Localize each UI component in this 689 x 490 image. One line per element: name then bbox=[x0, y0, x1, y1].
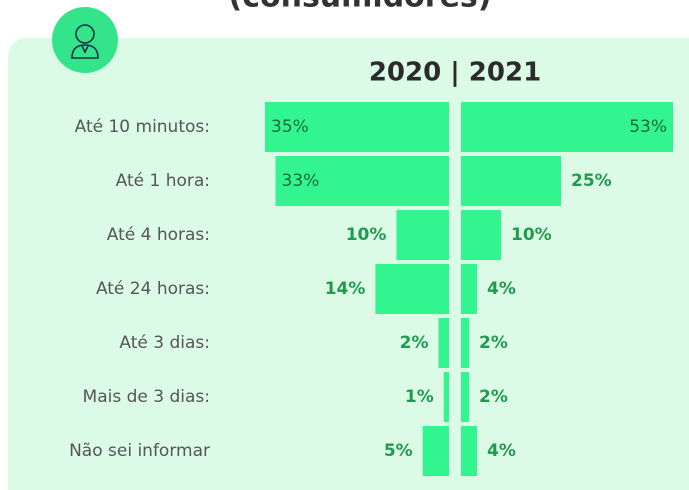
value-label: 4% bbox=[487, 279, 516, 299]
category-label: Até 1 hora: bbox=[116, 171, 210, 191]
bar bbox=[443, 372, 449, 422]
value-label: 25% bbox=[571, 171, 612, 191]
category-label: Até 24 horas: bbox=[96, 279, 210, 299]
value-label: 2% bbox=[479, 333, 508, 353]
bar bbox=[461, 372, 469, 422]
category-label: Até 4 horas: bbox=[107, 225, 210, 245]
bar bbox=[461, 318, 469, 368]
value-label: 33% bbox=[282, 171, 320, 191]
heading: (consumidores) bbox=[228, 0, 491, 15]
bar bbox=[461, 426, 477, 476]
bar bbox=[275, 156, 449, 206]
value-label: 35% bbox=[271, 117, 309, 137]
bar bbox=[461, 264, 477, 314]
bar bbox=[375, 264, 449, 314]
bar bbox=[265, 102, 449, 152]
icon-circle bbox=[52, 7, 118, 73]
value-label: 5% bbox=[384, 441, 413, 461]
value-label: 53% bbox=[629, 117, 667, 137]
bar bbox=[461, 156, 561, 206]
bar bbox=[422, 426, 449, 476]
value-label: 10% bbox=[346, 225, 387, 245]
user-icon bbox=[71, 24, 99, 59]
category-label: Não sei informar bbox=[69, 441, 210, 461]
bar bbox=[438, 318, 449, 368]
bar bbox=[461, 102, 673, 152]
category-label: Mais de 3 dias: bbox=[83, 387, 210, 407]
bar bbox=[461, 210, 501, 260]
value-label: 1% bbox=[405, 387, 434, 407]
chart-title: 2020 | 2021 bbox=[369, 58, 541, 88]
value-label: 10% bbox=[511, 225, 552, 245]
category-label: Até 10 minutos: bbox=[75, 117, 210, 137]
value-label: 2% bbox=[400, 333, 429, 353]
value-label: 4% bbox=[487, 441, 516, 461]
bar bbox=[396, 210, 449, 260]
value-label: 2% bbox=[479, 387, 508, 407]
value-label: 14% bbox=[325, 279, 366, 299]
category-label: Até 3 dias: bbox=[119, 333, 210, 353]
